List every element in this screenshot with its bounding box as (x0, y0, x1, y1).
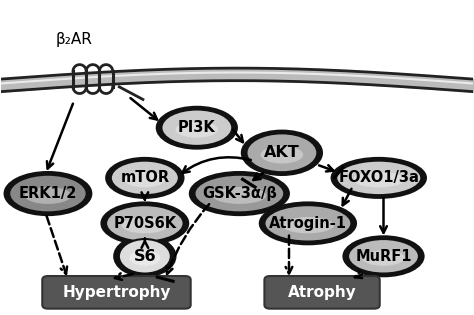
Text: GSK-3α/β: GSK-3α/β (202, 186, 277, 201)
Text: mTOR: mTOR (120, 170, 169, 186)
Ellipse shape (122, 217, 168, 233)
Ellipse shape (212, 187, 266, 204)
Ellipse shape (9, 175, 87, 212)
Text: P70S6K: P70S6K (113, 216, 176, 231)
FancyBboxPatch shape (264, 276, 380, 309)
Ellipse shape (259, 201, 357, 245)
Text: PI3K: PI3K (178, 120, 216, 135)
Text: S6: S6 (134, 249, 156, 264)
Ellipse shape (348, 239, 419, 273)
Ellipse shape (119, 239, 171, 273)
Ellipse shape (282, 217, 334, 233)
Ellipse shape (106, 205, 183, 242)
Ellipse shape (161, 110, 232, 146)
Ellipse shape (111, 161, 179, 195)
Ellipse shape (362, 250, 405, 266)
Ellipse shape (156, 106, 238, 150)
Ellipse shape (129, 250, 160, 266)
Ellipse shape (100, 201, 189, 245)
Ellipse shape (124, 172, 165, 187)
Text: Hypertrophy: Hypertrophy (62, 285, 171, 300)
Ellipse shape (25, 187, 71, 204)
Text: β₂AR: β₂AR (55, 32, 92, 47)
Text: MuRF1: MuRF1 (355, 249, 412, 264)
Text: AKT: AKT (264, 145, 300, 160)
Ellipse shape (105, 157, 184, 199)
Ellipse shape (342, 235, 425, 277)
Text: FOXO1/3a: FOXO1/3a (338, 170, 419, 186)
Ellipse shape (264, 205, 351, 242)
Text: ERK1/2: ERK1/2 (19, 186, 77, 201)
Ellipse shape (261, 146, 303, 163)
Ellipse shape (330, 157, 427, 199)
Ellipse shape (189, 171, 290, 216)
Ellipse shape (113, 235, 176, 277)
Text: Atrogin-1: Atrogin-1 (269, 216, 347, 231)
Ellipse shape (194, 175, 284, 212)
FancyBboxPatch shape (42, 276, 191, 309)
Ellipse shape (336, 161, 421, 195)
Ellipse shape (246, 133, 318, 172)
Ellipse shape (3, 171, 92, 216)
Text: Atrophy: Atrophy (288, 285, 356, 300)
Ellipse shape (353, 172, 404, 187)
Ellipse shape (241, 129, 323, 176)
Ellipse shape (175, 121, 218, 138)
